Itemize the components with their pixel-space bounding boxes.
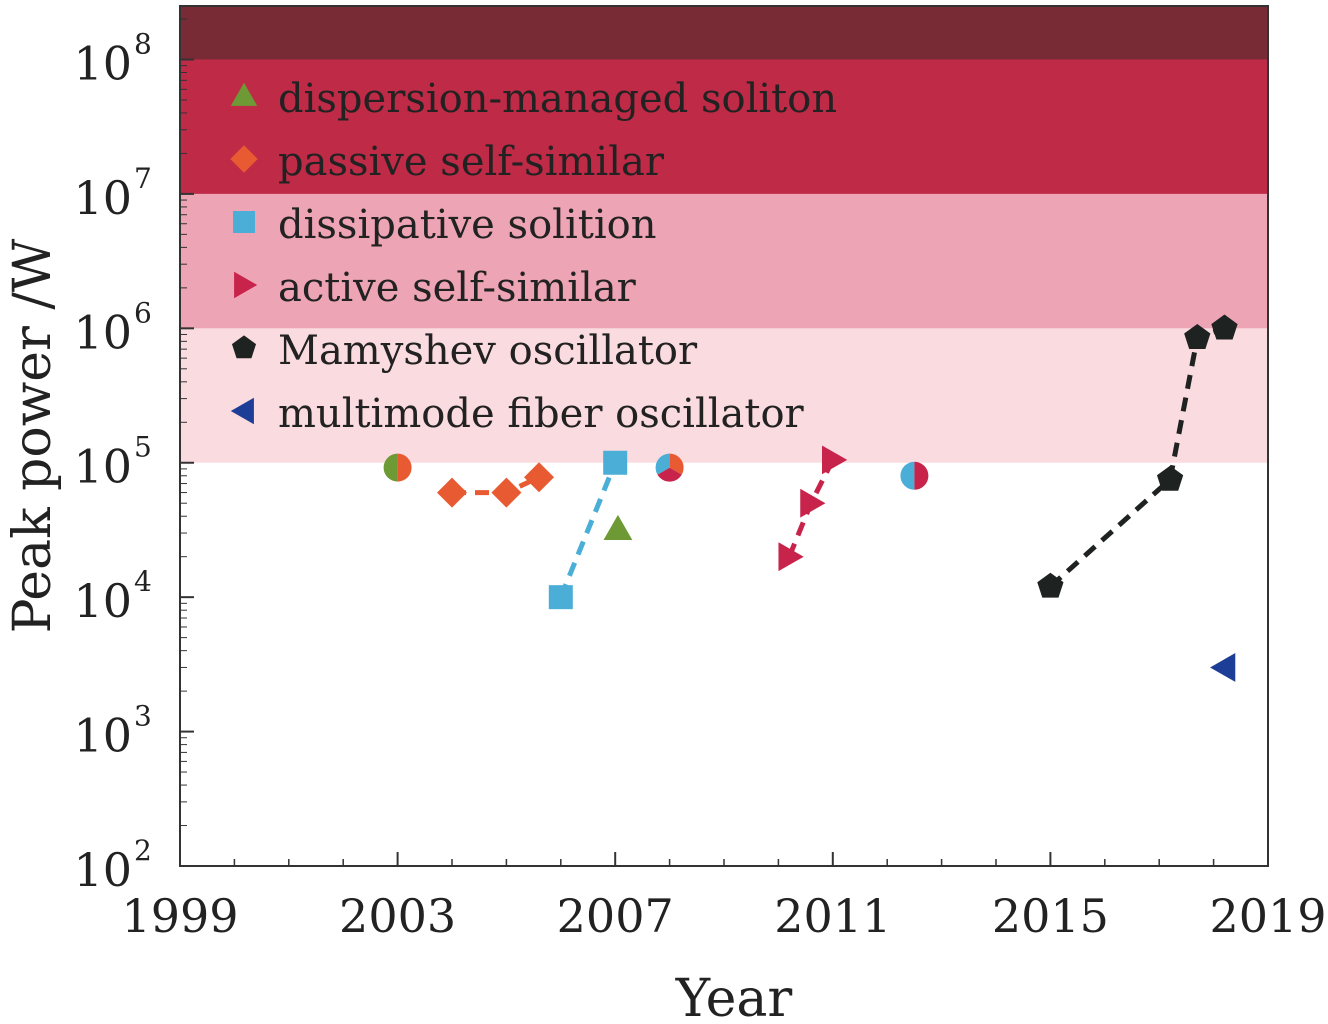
data-point-mamyshev-oscillator [1037,572,1064,598]
composite-marker-wedge [657,467,682,482]
power-band-2 [180,59,1268,194]
y-tick-exponent: 4 [134,565,152,598]
legend-label-passive-self-similar: passive self-similar [278,139,665,185]
power-band-1 [180,193,1268,329]
legend-marker-active-self-similar [234,271,258,299]
legend-label-active-self-similar: active self-similar [278,265,637,311]
data-markers [383,314,1238,682]
y-tick-label: 10 [73,574,132,628]
y-tick-label: 10 [73,709,132,763]
data-point-mamyshev-oscillator [1184,324,1211,349]
y-tick-exponent: 3 [134,700,152,733]
x-tick-label-2015: 2015 [992,889,1109,943]
composite-marker-wedge [383,453,398,482]
data-point-active-self-similar [800,488,826,518]
data-point-passive-self-similar [437,477,467,508]
power-band-0 [180,328,1268,463]
x-tick-label-2011: 2011 [774,889,891,943]
trend-line-dissipative-solition [558,461,618,599]
legend-marker-dissipative-solition [233,211,255,233]
data-point-mamyshev-oscillator [1156,465,1184,491]
y-tick-label: 10 [73,305,132,359]
data-point-dissipative-solition [548,585,573,610]
power-band-3 [180,6,1268,60]
composite-marker-wedge [900,461,915,490]
y-tick-exponent: 2 [134,834,152,867]
legend-label-mamyshev-oscillator: Mamyshev oscillator [278,328,698,374]
legend-label-dispersion-managed-soliton: dispersion-managed soliton [278,76,837,122]
composite-marker-wedge [914,461,929,490]
y-axis-label: Peak power /W [3,238,63,633]
composite-marker-wedge [669,453,684,475]
power-bands [180,6,1268,463]
y-tick-exponent: 6 [134,296,152,329]
legend-marker-mamyshev-oscillator [231,335,257,359]
y-tick-label: 10 [73,843,132,897]
data-point-dissipative-solition [603,450,628,475]
x-tick-label-2019: 2019 [1209,889,1326,943]
trend-line-mamyshev-oscillator [1048,325,1226,589]
y-tick-exponent: 8 [134,27,152,60]
y-tick-label: 10 [73,440,132,494]
legend-label-dissipative-solition: dissipative solition [278,202,656,248]
data-point-passive-self-similar [491,477,522,508]
y-tick-exponent: 7 [134,162,152,195]
data-point-dispersion-managed-soliton [603,514,633,541]
data-point-passive-self-similar [524,462,555,493]
x-tick-label-1999: 1999 [121,889,238,943]
legend-marker-dispersion-managed-soliton [230,82,258,106]
y-tick-label: 10 [73,171,132,225]
data-point-multimode-fiber-oscillator [1210,653,1236,682]
legend-label-multimode-fiber-oscillator: multimode fiber oscillator [278,391,805,437]
composite-marker-1 [655,453,684,482]
composite-marker-0 [383,453,412,482]
y-tick-exponent: 5 [134,431,152,464]
y-tick-label: 10 [73,36,132,90]
composite-marker-wedge [655,453,670,475]
composite-marker-2 [900,461,929,490]
data-point-active-self-similar [822,445,848,475]
data-point-mamyshev-oscillator [1211,314,1238,340]
legend-marker-multimode-fiber-oscillator [230,397,254,425]
legend: dispersion-managed soliton passive self-s… [230,76,837,437]
x-tick-label-2003: 2003 [339,889,456,943]
data-point-active-self-similar [778,542,804,572]
x-axis-label: Year [675,969,793,1024]
x-tick-label-2007: 2007 [557,889,674,943]
legend-marker-passive-self-similar [230,145,258,173]
composite-marker-wedge [397,453,412,482]
